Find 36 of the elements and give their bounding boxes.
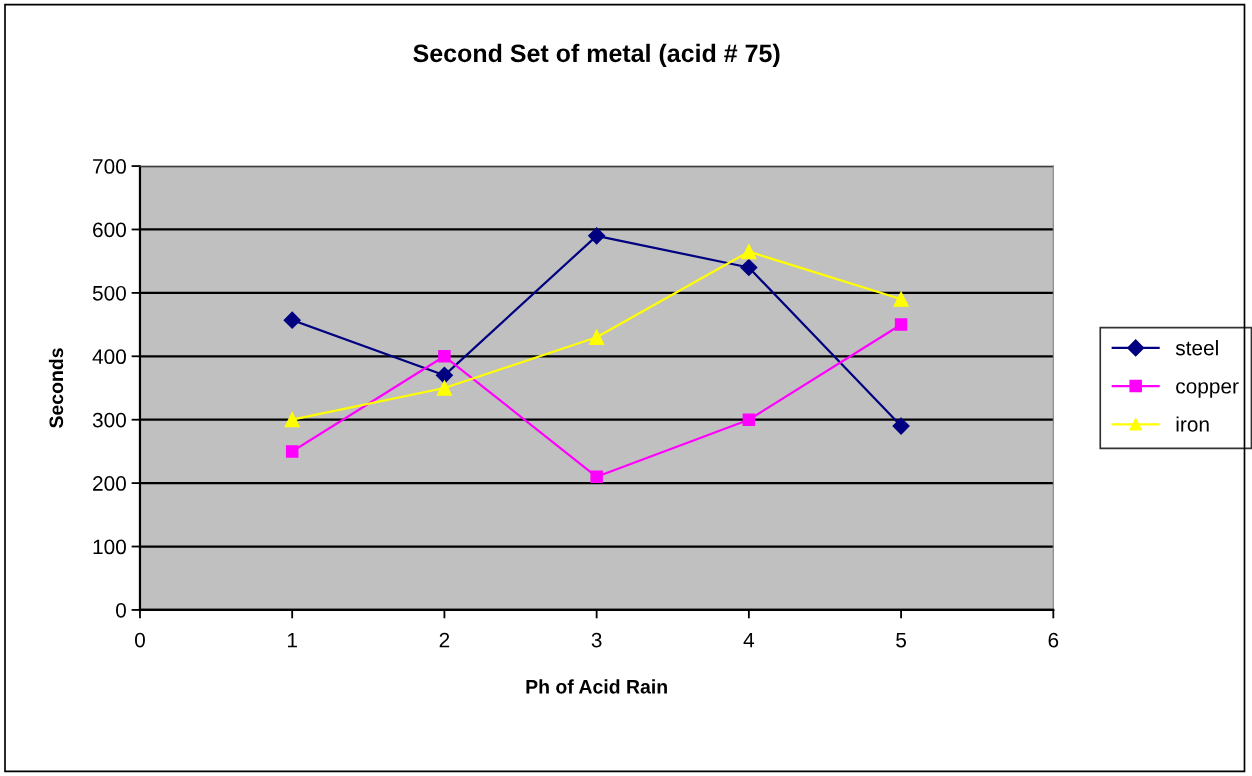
y-tick-label: 700 <box>93 159 126 174</box>
legend-label: iron <box>1176 416 1209 432</box>
x-tick-label: 2 <box>439 632 450 648</box>
point <box>284 412 300 428</box>
legend-label: copper <box>1176 382 1239 398</box>
x-tick-label: 0 <box>134 632 145 648</box>
x-tick-label: 5 <box>896 632 907 648</box>
point <box>588 227 606 245</box>
point <box>589 329 605 345</box>
chart-title: Second Set of metal (acid # 75) <box>413 43 780 68</box>
y-axis-title: Seconds <box>48 348 64 428</box>
y-tick-label: 0 <box>116 602 126 618</box>
x-axis-title: Ph of Acid Rain <box>526 679 667 694</box>
x-tick-label: 3 <box>591 632 602 648</box>
y-tick-label: 600 <box>93 222 126 238</box>
point <box>893 291 909 307</box>
point <box>892 417 910 435</box>
y-tick-label: 500 <box>92 285 126 301</box>
point <box>438 350 451 363</box>
y-tick-label: 100 <box>93 539 126 555</box>
legend-label: steel <box>1175 340 1218 356</box>
x-tick-label: 1 <box>287 632 297 648</box>
y-tick-label: 200 <box>93 476 126 491</box>
x-tick-label: 4 <box>743 632 755 648</box>
point <box>590 470 603 484</box>
point <box>894 318 908 331</box>
point <box>742 413 756 426</box>
y-tick-label: 400 <box>92 349 126 365</box>
point <box>436 380 453 396</box>
point <box>435 366 453 384</box>
point <box>741 244 757 260</box>
y-tick-label: 300 <box>92 412 126 428</box>
x-tick-label: 6 <box>1048 632 1059 648</box>
point <box>283 311 301 329</box>
point <box>285 445 299 458</box>
point <box>740 258 758 277</box>
